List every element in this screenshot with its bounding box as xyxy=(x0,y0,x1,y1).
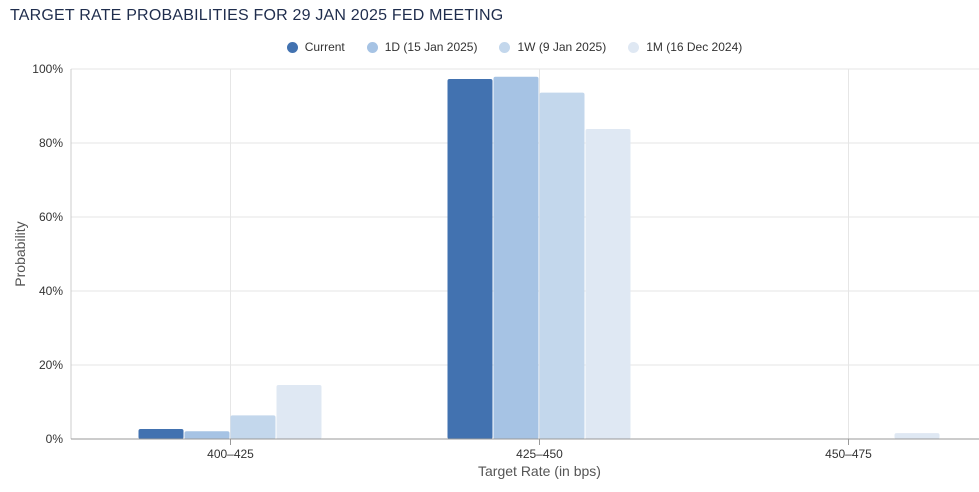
legend-marker-1w xyxy=(499,41,511,53)
bar-current-400-425 xyxy=(138,429,184,439)
bar-1d-425-450 xyxy=(493,76,539,440)
legend-label-current: Current xyxy=(304,40,345,54)
y-tick-label: 0% xyxy=(46,432,64,446)
bar-1m-400-425 xyxy=(276,384,322,439)
legend-marker-1m xyxy=(628,41,640,53)
x-tick-label: 400–425 xyxy=(207,447,254,461)
bar-1m-450-475 xyxy=(894,433,940,439)
y-tick-label: 20% xyxy=(39,358,63,372)
legend-label-1d: 1D (15 Jan 2025) xyxy=(384,40,478,54)
legend-item-current[interactable]: Current xyxy=(286,40,345,54)
legend-marker-1d xyxy=(366,41,378,53)
legend-marker-current xyxy=(286,41,298,53)
legend-label-1w: 1W (9 Jan 2025) xyxy=(517,40,607,54)
legend-item-1w[interactable]: 1W (9 Jan 2025) xyxy=(499,40,606,54)
legend-label-1m: 1M (16 Dec 2024) xyxy=(646,40,743,54)
bar-1w-425-450 xyxy=(539,92,585,440)
y-axis-title: Probability xyxy=(12,221,28,286)
legend-item-1m[interactable]: 1M (16 Dec 2024) xyxy=(628,40,742,54)
bar-current-425-450 xyxy=(447,78,493,440)
y-tick-label: 60% xyxy=(39,210,63,224)
chart-legend: Current 1D (15 Jan 2025) 1W (9 Jan 2025)… xyxy=(0,40,979,54)
x-axis-title: Target Rate (in bps) xyxy=(478,463,601,479)
axes: 0% 20% 40% 60% 80% 100% 400–425 425–450 450–475 xyxy=(32,62,979,461)
bars xyxy=(138,76,940,440)
chart-title: TARGET RATE PROBABILITIES FOR 29 JAN 202… xyxy=(10,7,504,24)
y-tick-label: 80% xyxy=(39,136,63,150)
bar-1d-400-425 xyxy=(184,431,230,439)
x-tick-label: 425–450 xyxy=(516,447,563,461)
y-tick-label: 100% xyxy=(32,62,63,76)
y-tick-label: 40% xyxy=(39,284,63,298)
legend-item-1d[interactable]: 1D (15 Jan 2025) xyxy=(366,40,478,54)
x-tick-label: 450–475 xyxy=(825,447,872,461)
bar-1w-400-425 xyxy=(230,415,276,439)
bar-1m-425-450 xyxy=(585,128,631,439)
